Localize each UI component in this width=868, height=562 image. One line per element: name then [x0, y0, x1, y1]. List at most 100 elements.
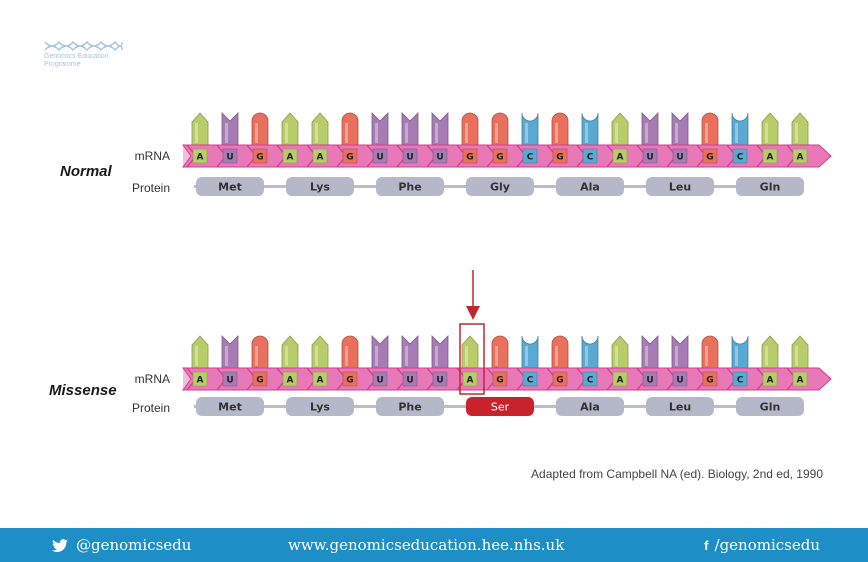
amino-acid-label: Phe — [398, 181, 421, 194]
base-letter-bg — [462, 148, 478, 164]
nucleotide-highlight — [405, 123, 408, 143]
base-letter-bg — [492, 148, 508, 164]
base-letter-bg — [672, 371, 688, 387]
nucleotide-highlight — [525, 123, 528, 143]
nucleotide-U — [221, 335, 239, 371]
nucleotide-A — [611, 112, 629, 148]
base-letter: U — [676, 376, 683, 386]
base-letter-bg — [702, 148, 718, 164]
base-letter-bg — [372, 371, 388, 387]
nucleotide-G — [491, 335, 509, 371]
nucleotide-highlight — [345, 123, 348, 143]
nucleotide-highlight — [555, 346, 558, 366]
amino-acid-pill — [196, 177, 264, 196]
amino-acid-label: Phe — [398, 401, 421, 414]
nucleotide-U — [401, 112, 419, 148]
nucleotide-A — [191, 112, 209, 148]
base-letter: A — [197, 153, 204, 163]
base-letter-bg — [732, 148, 748, 164]
base-letter: G — [706, 153, 713, 163]
base-letter-bg — [762, 148, 778, 164]
amino-acid-pill — [646, 397, 714, 416]
nucleotide-G — [461, 112, 479, 148]
base-letter: G — [466, 153, 473, 163]
base-letter-bg — [792, 148, 808, 164]
mrna-label-normal: mRNA — [135, 149, 170, 163]
protein-chain-normal: Met Lys Phe Gly Ala Leu Gln — [196, 177, 804, 196]
amino-acid-label: Lys — [310, 181, 330, 194]
base-letter-bg — [582, 371, 598, 387]
nucleotide-highlight — [435, 346, 438, 366]
base-letter: G — [346, 153, 353, 163]
base-letter-bg — [252, 371, 268, 387]
amino-acid-pill — [736, 397, 804, 416]
nucleotide-highlight — [255, 123, 258, 143]
base-letter: A — [287, 376, 294, 386]
nucleotide-highlight — [615, 123, 618, 143]
amino-acid-pill — [376, 397, 444, 416]
base-letter: A — [317, 376, 324, 386]
row-title-normal: Normal — [60, 163, 113, 180]
nucleotide-U — [641, 112, 659, 148]
amino-acid-pill — [556, 397, 624, 416]
twitter-bird-icon — [52, 539, 68, 552]
nucleotide-G — [251, 335, 269, 371]
base-letter-bg — [612, 148, 628, 164]
base-letter: C — [587, 376, 594, 386]
base-letter-bg — [282, 371, 298, 387]
nucleotide-highlight — [495, 346, 498, 366]
mutation-arrow-head — [466, 306, 480, 320]
base-letter-bg — [642, 148, 658, 164]
row-title-missense: Missense — [49, 382, 117, 399]
amino-acid-label: Ser — [491, 401, 510, 414]
base-letter-bg — [282, 148, 298, 164]
nucleotide-C — [521, 335, 539, 371]
base-letter: G — [496, 376, 503, 386]
nucleotide-highlight — [315, 346, 318, 366]
twitter-handle-link[interactable]: @genomicsedu — [52, 535, 191, 555]
amino-acid-pill — [286, 177, 354, 196]
nucleotide-highlight — [255, 346, 258, 366]
base-letter: U — [406, 376, 413, 386]
base-letter: U — [226, 153, 233, 163]
base-letter: C — [737, 153, 744, 163]
base-letter-bg — [402, 371, 418, 387]
nucleotide-highlight — [435, 123, 438, 143]
nucleotide-highlight — [195, 123, 198, 143]
base-letter: U — [646, 376, 653, 386]
website-link[interactable]: www.genomicseducation.hee.nhs.uk — [288, 536, 565, 554]
base-letter: C — [527, 376, 534, 386]
nucleotide-highlight — [705, 346, 708, 366]
amino-acid-label: Gln — [760, 401, 781, 414]
amino-acid-pill-mutant — [466, 397, 534, 416]
nucleotide-G — [551, 335, 569, 371]
base-letter-bg — [612, 371, 628, 387]
nucleotide-A — [191, 335, 209, 371]
nucleotide-U — [371, 112, 389, 148]
base-letter: A — [197, 376, 204, 386]
base-letter-bg — [342, 371, 358, 387]
amino-acid-pill — [736, 177, 804, 196]
footer-bar: @genomicsedu www.genomicseducation.hee.n… — [0, 528, 868, 562]
nucleotide-highlight — [225, 346, 228, 366]
nucleotide-A — [791, 112, 809, 148]
base-letter-bg — [462, 371, 478, 387]
base-letter-bg — [552, 148, 568, 164]
logo-text-line2: Programme — [44, 61, 81, 68]
facebook-handle: /genomicsedu — [714, 536, 820, 554]
nucleotide-A — [311, 112, 329, 148]
amino-acid-pill — [466, 177, 534, 196]
facebook-link[interactable]: f/genomicsedu — [704, 535, 820, 556]
nucleotide-highlight — [705, 123, 708, 143]
nucleotide-U — [431, 112, 449, 148]
nucleotide-A — [461, 335, 479, 371]
citation: Adapted from Campbell NA (ed). Biology, … — [531, 467, 823, 481]
nucleotide-highlight — [645, 123, 648, 143]
base-letter-bg — [642, 371, 658, 387]
base-letter: U — [376, 376, 383, 386]
mrna-bases-missense — [191, 335, 809, 371]
nucleotide-highlight — [765, 123, 768, 143]
nucleotide-highlight — [285, 346, 288, 366]
mutation-diagram: Normal mRNA Protein A U G A A G U U U G G C G C A U U G C A… — [49, 112, 832, 416]
nucleotide-highlight — [375, 123, 378, 143]
